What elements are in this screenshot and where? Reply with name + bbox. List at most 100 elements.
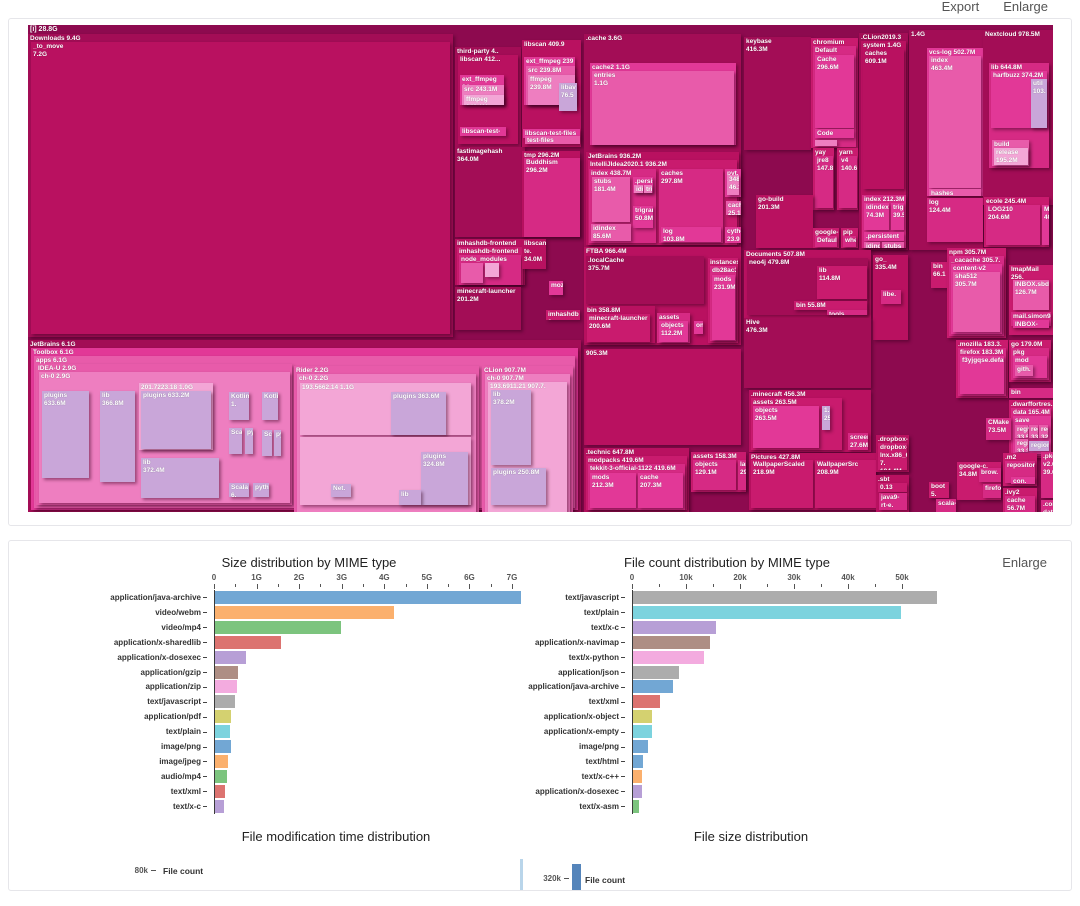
treemap-node[interactable]: ffmpeg 243.1M <box>464 95 504 105</box>
treemap-node[interactable]: Kotlin <box>262 392 278 420</box>
treemap-node[interactable]: entries 1.1G <box>592 71 734 145</box>
treemap-node[interactable]: lib 366.8M <box>100 391 135 482</box>
treemap-node[interactable]: Default <box>815 236 837 247</box>
treemap-node[interactable]: objects 129.1M <box>693 460 736 490</box>
treemap-node[interactable]: INBOX.sbd 126.7M <box>1013 280 1049 310</box>
treemap-node[interactable]: trig 28 <box>644 185 652 193</box>
treemap-node[interactable]: reg 33. <box>1029 425 1038 438</box>
treemap-node[interactable]: plugins 324.8M <box>421 452 468 505</box>
treemap-node[interactable]: test-files <box>525 136 580 144</box>
treemap[interactable]: [i] 28.8G Downloads 9.4G _to_move 7.2G thir… <box>28 25 1053 512</box>
treemap-node[interactable]: screen. 27.6M <box>848 433 868 450</box>
treemap-node[interactable]: cytho 23.9 <box>725 227 741 243</box>
treemap-node[interactable]: libe. <box>881 290 901 304</box>
treemap-node[interactable]: Code Cache 70. <box>815 129 854 138</box>
treemap-node[interactable]: bin <box>1009 388 1053 398</box>
treemap-node[interactable]: bin 66.1 <box>931 262 949 288</box>
treemap-node[interactable]: py <box>274 430 281 456</box>
treemap-node[interactable]: idindex 85.6M <box>591 224 631 241</box>
treemap-node[interactable]: _to_move 7.2G <box>31 42 450 334</box>
treemap-node[interactable] <box>461 263 483 283</box>
treemap-node[interactable]: gith. <box>1015 365 1033 376</box>
treemap-node[interactable]: py <box>245 428 253 454</box>
treemap-node[interactable]: MA 40 <box>1042 205 1049 245</box>
treemap-node[interactable]: Scal <box>229 428 242 454</box>
treemap-node[interactable]: objects 112.2M <box>659 321 688 342</box>
treemap-node[interactable]: con. <box>1011 477 1035 484</box>
treemap-node[interactable]: lib 378.2M <box>491 390 531 465</box>
treemap-node[interactable]: mods 231.9M <box>712 275 735 340</box>
treemap-node[interactable]: stubs 24.9 <box>882 242 904 248</box>
treemap-node[interactable]: lib 114.8M <box>817 266 867 299</box>
treemap-node[interactable]: lib <box>399 490 421 505</box>
treemap-node[interactable]: keybase 416.3M <box>744 37 811 150</box>
treemap-node[interactable]: caches 609.1M <box>863 49 904 189</box>
treemap-node[interactable]: region2 <box>1029 441 1049 451</box>
treemap-node[interactable]: v4 140.6M <box>839 156 857 208</box>
treemap-node[interactable]: pyth <box>253 483 269 497</box>
treemap-node[interactable]: tools <box>827 310 867 315</box>
treemap-node[interactable]: brow. <box>979 468 1001 482</box>
treemap-node[interactable]: index 463.4M <box>929 56 981 188</box>
treemap-node[interactable]: 1.1 25 <box>822 406 830 430</box>
treemap-node[interactable]: objects 263.5M <box>753 406 819 448</box>
treemap-node[interactable]: imhashdb 3. <box>546 310 580 320</box>
treemap-node[interactable]: lau 29. <box>738 460 746 490</box>
treemap-node[interactable]: libav 76.5 <box>559 83 577 111</box>
treemap-node[interactable]: stubs 181.4M <box>592 177 630 222</box>
treemap-node[interactable]: 0.13 68.1. <box>878 483 907 492</box>
treemap-node[interactable]: idindex <box>864 242 880 248</box>
treemap-node[interactable]: WallpaperScaled 218.9M <box>751 460 813 508</box>
treemap-node[interactable]: wheel <box>843 236 856 247</box>
treemap-node[interactable]: hashes <box>929 189 981 196</box>
treemap-node[interactable]: 905.3M <box>584 349 741 445</box>
treemap-node[interactable]: util 103. <box>1031 79 1047 128</box>
treemap-node[interactable]: Scala 6. <box>229 483 249 497</box>
treemap-node[interactable]: minecraft-launcher 200.6M <box>587 314 650 342</box>
treemap-node[interactable]: libscan-te. 34.0M <box>522 239 546 269</box>
treemap-node[interactable]: WallpaperSrc 208.9M <box>815 460 876 508</box>
treemap-node[interactable]: fastimagehash 364.0M <box>455 147 525 237</box>
treemap-node[interactable]: trigra 39.5 <box>891 203 904 230</box>
treemap-node[interactable]: regio 33.3 <box>1015 439 1028 452</box>
treemap-node[interactable]: LOG210 204.6M <box>986 205 1040 245</box>
treemap-node[interactable]: log 103.8M <box>661 227 721 242</box>
treemap-node[interactable]: boot 5. <box>929 482 949 498</box>
treemap-node[interactable]: dropbox-lnx.x86_64-7. 194.4M <box>878 443 907 470</box>
treemap-node[interactable] <box>815 140 837 146</box>
treemap-node[interactable]: bin 55.8M <box>794 301 867 310</box>
treemap-node[interactable]: .persistent 73. <box>864 232 904 241</box>
treemap-node[interactable]: lib 372.4M <box>141 458 219 498</box>
treemap-node[interactable]: idin 40.2 <box>634 185 643 193</box>
treemap-node[interactable]: Net. <box>331 484 351 497</box>
treemap-node[interactable]: mods 212.3M <box>590 473 636 508</box>
treemap-node[interactable]: libscan-test-files 6 <box>523 129 580 138</box>
treemap-node[interactable]: java9-rt-e. 68.1M <box>879 493 907 510</box>
treemap-node[interactable]: on <box>694 321 703 334</box>
treemap-node[interactable]: .pkg. v2.6 39.6 <box>1041 452 1053 498</box>
treemap-node[interactable]: Sca <box>262 430 272 456</box>
treemap-node[interactable]: plugins 250.8M <box>491 468 546 505</box>
treemap-node[interactable]: Hive 476.3M <box>744 318 871 388</box>
treemap-node[interactable]: minecraft-launcher 201.2M <box>455 287 521 330</box>
treemap-node[interactable]: 348 46.1 <box>727 175 739 195</box>
treemap-node[interactable]: log 124.4M <box>927 198 983 242</box>
enlarge-treemap-button[interactable]: Enlarge <box>1003 0 1048 14</box>
treemap-node[interactable]: Kotlin 1. <box>229 392 249 420</box>
treemap-node[interactable]: regi 32. <box>1039 425 1048 438</box>
treemap-node[interactable]: go-build 201.3M <box>756 195 813 248</box>
treemap-node[interactable]: firefo. <box>983 484 1001 498</box>
export-button[interactable]: Export <box>941 0 980 14</box>
treemap-node[interactable]: INBOX-1.sbd <box>1013 320 1049 328</box>
treemap-node[interactable]: plugins 633.2M <box>141 391 211 449</box>
treemap-node[interactable]: trigram.i 50.8M <box>633 206 653 228</box>
treemap-node[interactable]: .localCache 375.7M <box>586 256 704 304</box>
treemap-node[interactable]: Cache 296.6M <box>815 55 854 128</box>
treemap-node[interactable]: libscan-test-file <box>460 127 506 136</box>
treemap-node[interactable]: sha512 305.7M <box>953 272 1000 332</box>
treemap-node[interactable]: CMake 73.5M <box>986 418 1011 440</box>
treemap-node[interactable]: plugins 363.6M <box>391 392 446 435</box>
treemap-node[interactable]: cach 25.1 <box>726 201 741 215</box>
treemap-node[interactable]: release 195.2M <box>994 148 1028 165</box>
treemap-node[interactable]: scala-. <box>936 499 956 512</box>
